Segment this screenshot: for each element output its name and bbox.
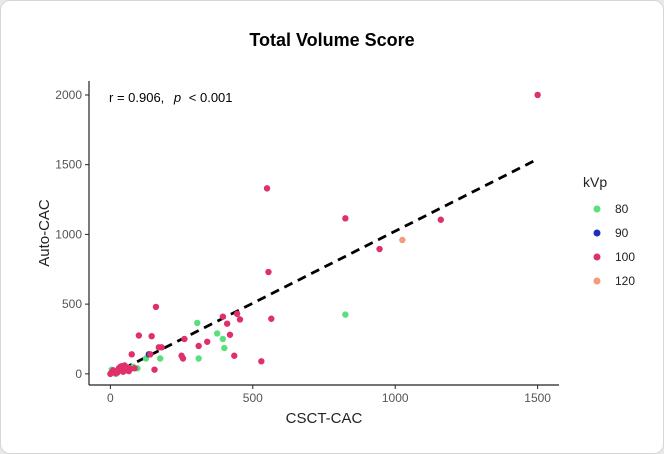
legend-swatch — [593, 229, 601, 237]
y-tick-label: 1000 — [55, 227, 82, 241]
data-point-kvp-100 — [231, 352, 238, 359]
data-point-kvp-120 — [399, 236, 406, 244]
data-point-kvp-100 — [342, 215, 349, 222]
data-point-kvp-100 — [236, 316, 244, 323]
data-point-kvp-100 — [204, 338, 211, 345]
legend-label: 120 — [615, 274, 635, 288]
data-point-kvp-100 — [179, 355, 187, 362]
data-point-kvp-80 — [221, 344, 228, 352]
data-point-kvp-100 — [223, 320, 231, 327]
data-point-kvp-100 — [226, 331, 234, 338]
x-tick-label: 1000 — [382, 391, 409, 405]
legend-label: 100 — [615, 250, 635, 264]
plot-area: 0 500 1000 1500 0 500 1000 1500 2000 — [55, 81, 559, 405]
data-point-kvp-80 — [194, 319, 201, 327]
y-axis-title: Auto-CAC — [36, 199, 53, 267]
r-value-text: r = 0.906, — [109, 90, 164, 105]
data-point-kvp-100 — [437, 216, 444, 223]
trendline — [109, 157, 539, 377]
data-point-kvp-80 — [157, 355, 164, 362]
legend-swatch — [593, 253, 601, 261]
y-tick-label: 500 — [62, 297, 82, 311]
data-point-kvp-100 — [151, 366, 158, 373]
points-group — [107, 91, 541, 378]
data-point-kvp-80 — [195, 355, 202, 362]
chart-title: Total Volume Score — [249, 30, 414, 50]
correlation-annotation: r = 0.906, p < 0.001 — [109, 90, 233, 105]
x-axis-title: CSCT-CAC — [286, 410, 363, 427]
legend-entries: 80 90 100 120 — [593, 202, 635, 288]
y-tick-label: 2000 — [55, 88, 82, 102]
data-point-kvp-100 — [376, 245, 383, 253]
data-point-kvp-80 — [219, 335, 227, 343]
legend-swatch — [593, 205, 601, 213]
data-point-kvp-80 — [342, 311, 349, 318]
legend-label: 80 — [615, 202, 629, 216]
trendline-group — [109, 157, 539, 377]
data-point-kvp-100 — [265, 268, 272, 276]
x-tick-label: 1500 — [524, 391, 551, 405]
tick-group: 0 500 1000 1500 0 500 1000 1500 2000 — [55, 88, 551, 405]
data-point-kvp-100 — [131, 365, 138, 372]
data-point-kvp-100 — [534, 91, 541, 99]
y-tick-label: 1500 — [55, 158, 82, 172]
data-point-kvp-100 — [147, 351, 154, 358]
legend-swatch — [593, 277, 601, 285]
data-point-kvp-100 — [233, 310, 241, 318]
data-point-kvp-100 — [195, 342, 202, 350]
x-tick-label: 500 — [243, 391, 263, 405]
data-point-kvp-100 — [152, 303, 160, 311]
data-point-kvp-100 — [258, 358, 265, 365]
data-point-kvp-80 — [213, 330, 221, 337]
data-point-kvp-100 — [263, 185, 271, 192]
legend-title: kVp — [583, 174, 607, 190]
data-point-kvp-100 — [135, 332, 143, 339]
p-symbol-text: p — [173, 90, 181, 105]
x-tick-label: 0 — [107, 391, 114, 405]
data-point-kvp-100 — [128, 351, 135, 358]
data-point-kvp-100 — [181, 335, 188, 343]
data-point-kvp-100 — [158, 344, 165, 351]
p-value-text: < 0.001 — [189, 90, 233, 105]
y-tick-label: 0 — [75, 367, 82, 381]
data-point-kvp-100 — [148, 332, 155, 340]
data-point-kvp-100 — [219, 313, 227, 320]
legend: kVp 80 90 100 120 — [583, 174, 635, 288]
legend-label: 90 — [615, 226, 629, 240]
data-point-kvp-100 — [268, 315, 275, 322]
